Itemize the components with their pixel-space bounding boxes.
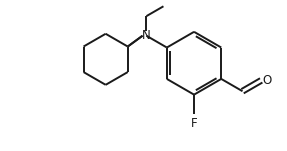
Text: O: O xyxy=(262,74,272,87)
Text: F: F xyxy=(191,117,197,130)
Text: N: N xyxy=(142,29,151,42)
